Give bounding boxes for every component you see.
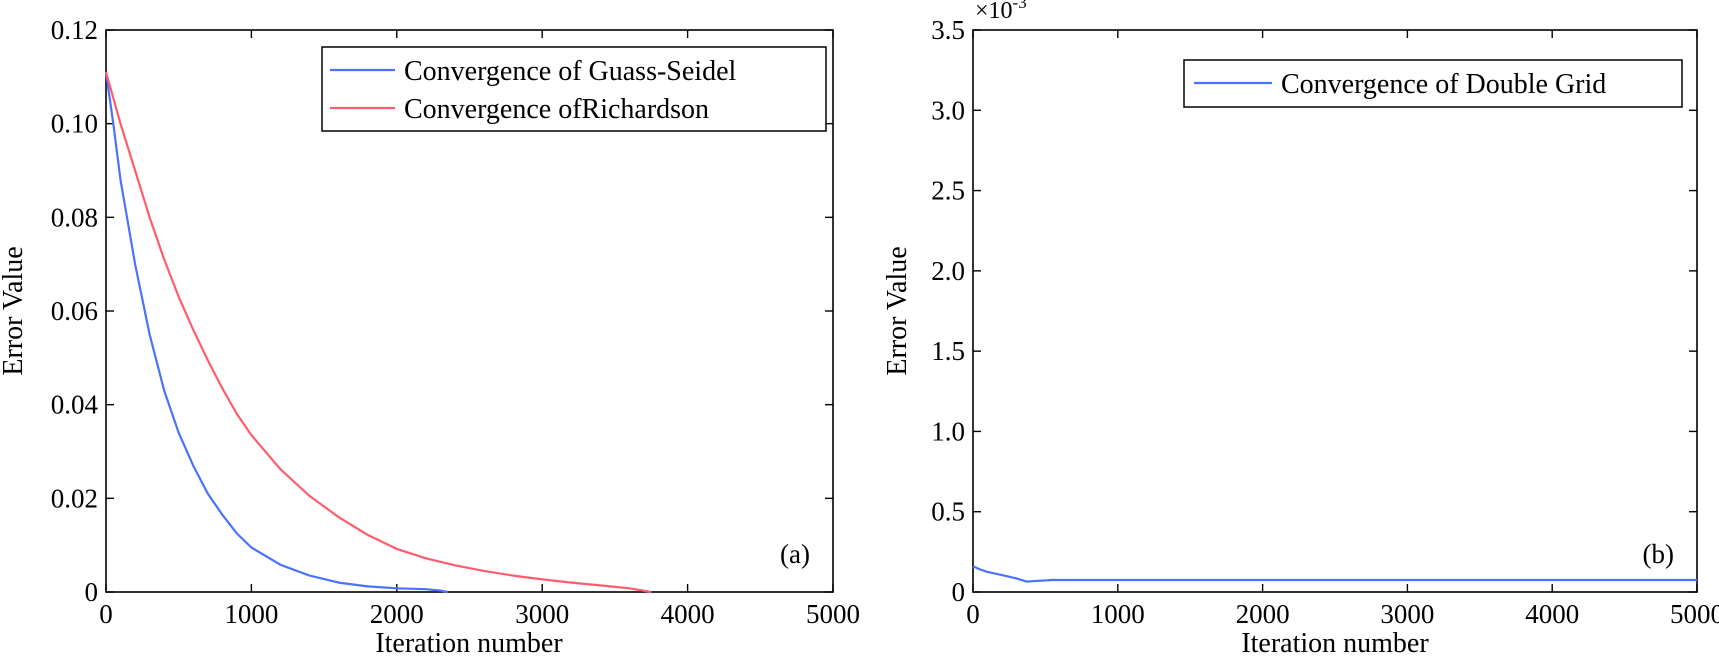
x-tick-label-a-5: 5000 [806, 599, 860, 629]
chart-panel-a: 0 1000 2000 3000 4000 5000 0 0.02 0.04 0.06 0.08 0.… [0, 15, 860, 659]
plot-area-b [972, 29, 1698, 593]
x-tick-label-b-0: 0 [966, 599, 980, 629]
y-multiplier-base-b: ×10 [975, 0, 1013, 24]
x-tick-label-a-4: 4000 [661, 599, 715, 629]
y-tick-label-b-1: 0.5 [931, 497, 965, 527]
legend-label-b-0: Convergence of Double Grid [1281, 69, 1606, 100]
y-tick-label-b-0: 0 [952, 577, 966, 607]
y-tick-label-a-6: 0.12 [51, 15, 98, 45]
x-tick-label-b-1: 1000 [1091, 599, 1145, 629]
y-tick-label-a-0: 0 [85, 577, 99, 607]
series-line-b-0 [972, 565, 1697, 583]
y-tick-label-a-5: 0.10 [51, 109, 98, 139]
x-tick-label-a-2: 2000 [370, 599, 424, 629]
y-tick-label-b-6: 3.0 [931, 95, 965, 125]
y-multiplier-exp-b: -3 [1013, 0, 1027, 12]
legend-box-a [321, 46, 827, 132]
legend-b: Convergence of Double Grid [1183, 59, 1683, 108]
y-tick-label-a-1: 0.02 [51, 483, 98, 513]
y-multiplier-b: ×10-3 [975, 0, 1027, 24]
series-group-b [972, 565, 1697, 583]
x-tick-label-b-4: 4000 [1525, 599, 1579, 629]
y-tick-label-a-2: 0.04 [51, 390, 99, 420]
series-line-a-1 [104, 71, 652, 594]
y-tick-label-a-4: 0.08 [51, 202, 98, 232]
y-axis-label-b: Error Value [882, 246, 913, 375]
x-tick-label-b-2: 2000 [1236, 599, 1290, 629]
y-tick-label-b-2: 1.0 [931, 416, 965, 446]
y-tick-label-b-3: 1.5 [931, 336, 965, 366]
series-group-a [104, 71, 652, 594]
y-tick-label-b-5: 2.5 [931, 176, 965, 206]
series-line-a-0 [104, 71, 448, 594]
panel-label-b: (b) [1643, 539, 1674, 569]
chart-panel-b: 0 1000 2000 3000 4000 5000 0 0.5 1.0 1.5 2.0 2.5 3.0… [882, 0, 1719, 659]
x-tick-label-a-1: 1000 [224, 599, 278, 629]
x-tick-label-b-5: 5000 [1670, 599, 1719, 629]
y-tick-label-b-4: 2.0 [931, 256, 965, 286]
x-tick-label-a-3: 3000 [515, 599, 569, 629]
y-tick-label-b-7: 3.5 [931, 15, 965, 45]
x-axis-label-a: Iteration number [375, 628, 563, 659]
x-tick-label-a-0: 0 [99, 599, 113, 629]
x-axis-label-b: Iteration number [1241, 628, 1429, 659]
tick-group-b: 0 1000 2000 3000 4000 5000 0 0.5 1.0 1.5 2.0 2.5 3.0… [931, 15, 1719, 629]
y-axis-label-a: Error Value [0, 246, 29, 375]
legend-a: Convergence of Guass-Seidel Convergence … [321, 46, 827, 132]
x-tick-label-b-3: 3000 [1380, 599, 1434, 629]
legend-label-a-0: Convergence of Guass-Seidel [404, 56, 737, 87]
legend-label-a-1: Convergence ofRichardson [404, 94, 709, 125]
tick-group-a: 0 1000 2000 3000 4000 5000 0 0.02 0.04 0.06 0.08 0.… [51, 15, 860, 629]
panel-label-a: (a) [780, 539, 810, 569]
y-tick-label-a-3: 0.06 [51, 296, 98, 326]
